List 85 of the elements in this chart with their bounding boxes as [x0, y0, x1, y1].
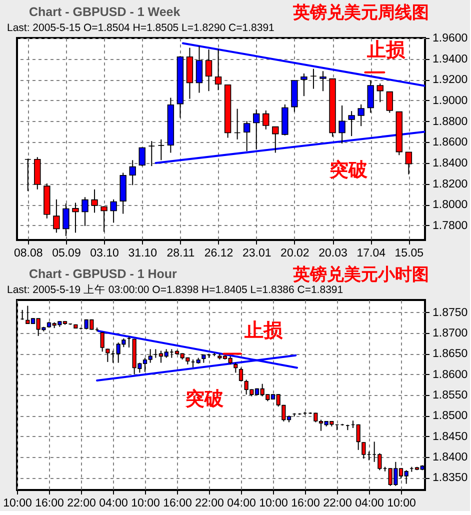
x-tick-label: 08.08: [14, 248, 43, 260]
annotation: 止损: [243, 319, 284, 342]
x-tick-label: 10:00: [259, 498, 288, 510]
candlestick: [110, 198, 117, 224]
x-tick-label: 10:00: [131, 498, 160, 510]
candlestick: [358, 104, 364, 127]
x-tick-label: 31.10: [128, 248, 158, 260]
y-tick-label: 1.8550: [432, 390, 468, 402]
x-tick-label: 17.04: [356, 248, 386, 260]
candlestick: [82, 196, 88, 227]
y-tick-label: 1.8600: [432, 368, 468, 381]
y-tick-label: 1.8000: [432, 199, 468, 212]
annotation: 突破: [328, 158, 368, 181]
y-tick-label: 1.8450: [432, 430, 468, 443]
x-tick-label: 05.09: [52, 248, 81, 260]
candlestick: [272, 126, 279, 154]
candlestick: [106, 348, 110, 362]
x-tick-label: 16:00: [35, 498, 64, 510]
x-tick-label: 26.12: [204, 248, 234, 260]
x-tick-label: 20.02: [280, 248, 310, 260]
x-tick-label: 04:00: [227, 498, 256, 510]
candlestick: [53, 198, 60, 234]
x-tick-label: 22:00: [67, 498, 96, 510]
candlestick: [320, 70, 326, 92]
candlestick: [100, 206, 108, 232]
candlestick: [262, 110, 270, 130]
x-tick-label: 16:00: [291, 498, 320, 510]
chart-title: Chart - GBPUSD - 1 Week: [29, 5, 180, 19]
candlestick: [129, 160, 136, 186]
candlestick: [356, 424, 360, 450]
candlestick: [72, 202, 79, 234]
x-tick-label: 03.10: [90, 248, 119, 260]
y-tick-label: 1.8400: [432, 451, 468, 464]
y-tick-label: 1.9200: [432, 74, 468, 86]
y-tick-label: 1.9000: [432, 94, 468, 107]
x-tick-label: 04:00: [355, 498, 384, 510]
candlestick: [348, 110, 355, 137]
candlestick: [138, 146, 146, 167]
candlestick: [300, 73, 308, 97]
y-tick-label: 1.7800: [432, 220, 468, 232]
y-tick-label: 1.8200: [432, 178, 468, 190]
candlestick: [376, 83, 384, 103]
x-tick-label: 22:00: [323, 498, 352, 510]
x-tick-label: 16:00: [163, 498, 192, 510]
candlestick: [234, 108, 241, 140]
y-tick-label: 1.8600: [432, 136, 468, 149]
candlestick: [367, 80, 374, 114]
chart-subtitle: Last: 2005-5-15 O=1.8504 H=1.8505 L=1.8290 C=1.8391: [7, 22, 275, 34]
candlestick: [214, 48, 222, 91]
y-tick-label: 1.8750: [432, 306, 468, 319]
x-tick-label: 15.05: [394, 248, 424, 260]
x-tick-label: 10:00: [3, 498, 32, 510]
y-tick-label: 1.9400: [432, 53, 468, 66]
x-tick-label: 28.11: [166, 248, 195, 260]
chart-subtitle: Last: 2005-5-19 上午 03:00:00 O=1.8398 H=1.8405 L=1.8386 C=1.8391: [7, 283, 344, 296]
y-tick-label: 1.8350: [432, 472, 468, 484]
candlestick: [234, 362, 238, 374]
candlestick: [91, 188, 98, 214]
candlestick: [362, 442, 366, 460]
candlestick: [24, 158, 32, 192]
y-tick-label: 1.8400: [432, 157, 468, 170]
y-tick-label: 1.8800: [432, 116, 468, 128]
x-tick-label: 23.01: [242, 248, 272, 260]
candlestick: [158, 138, 165, 161]
candlestick: [310, 68, 317, 90]
x-tick-label: 04:00: [99, 498, 128, 510]
x-tick-label: 22:00: [195, 498, 224, 510]
y-tick-label: 1.8650: [432, 348, 468, 360]
annotation: 突破: [184, 388, 225, 410]
candlestick: [205, 48, 212, 92]
candlestick: [148, 140, 155, 167]
annotation: 止损: [366, 39, 406, 62]
candlestick: [238, 367, 244, 382]
candlestick: [405, 152, 412, 175]
y-tick-label: 1.8500: [432, 410, 468, 422]
text: 英镑兑美元周线图: [292, 3, 429, 22]
candlestick: [62, 202, 70, 237]
x-tick-label: 10:00: [387, 498, 416, 510]
y-tick-label: 1.9600: [432, 32, 468, 44]
x-tick-label: 20.03: [318, 248, 348, 260]
text: 英镑兑美元小时图: [292, 265, 429, 284]
y-tick-label: 1.8700: [432, 328, 468, 340]
candlestick: [100, 332, 104, 352]
candlestick: [386, 91, 393, 114]
chart-title: Chart - GBPUSD - 1 Hour: [29, 267, 178, 281]
